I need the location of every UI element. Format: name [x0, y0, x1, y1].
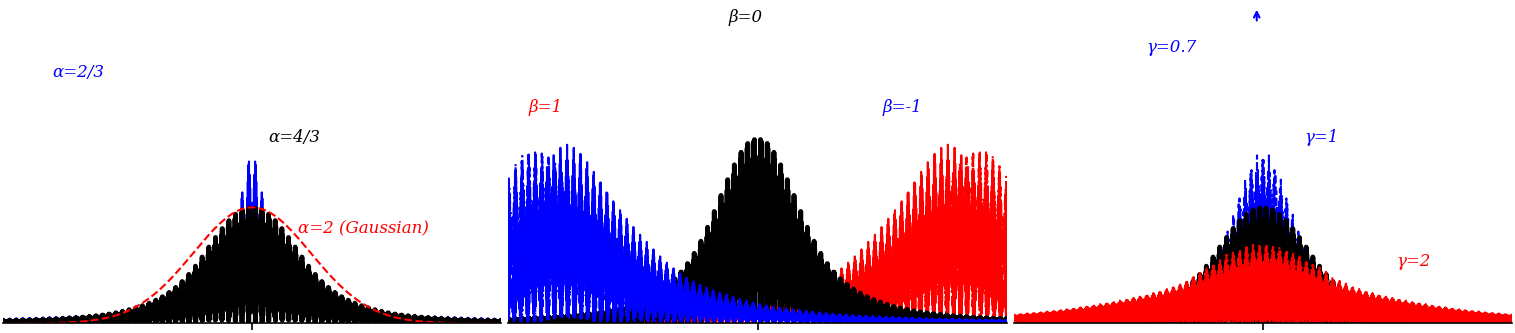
Text: α=2 (Gaussian): α=2 (Gaussian): [298, 220, 429, 237]
Text: γ=2: γ=2: [1395, 253, 1430, 270]
Text: γ=1: γ=1: [1304, 130, 1339, 147]
Text: α=2/3: α=2/3: [53, 64, 105, 81]
Text: γ=0.7: γ=0.7: [1147, 39, 1197, 56]
Text: β=-1: β=-1: [882, 99, 923, 116]
Text: β=0: β=0: [729, 9, 762, 26]
Text: α=4/3: α=4/3: [268, 130, 321, 147]
Text: β=1: β=1: [529, 99, 564, 116]
